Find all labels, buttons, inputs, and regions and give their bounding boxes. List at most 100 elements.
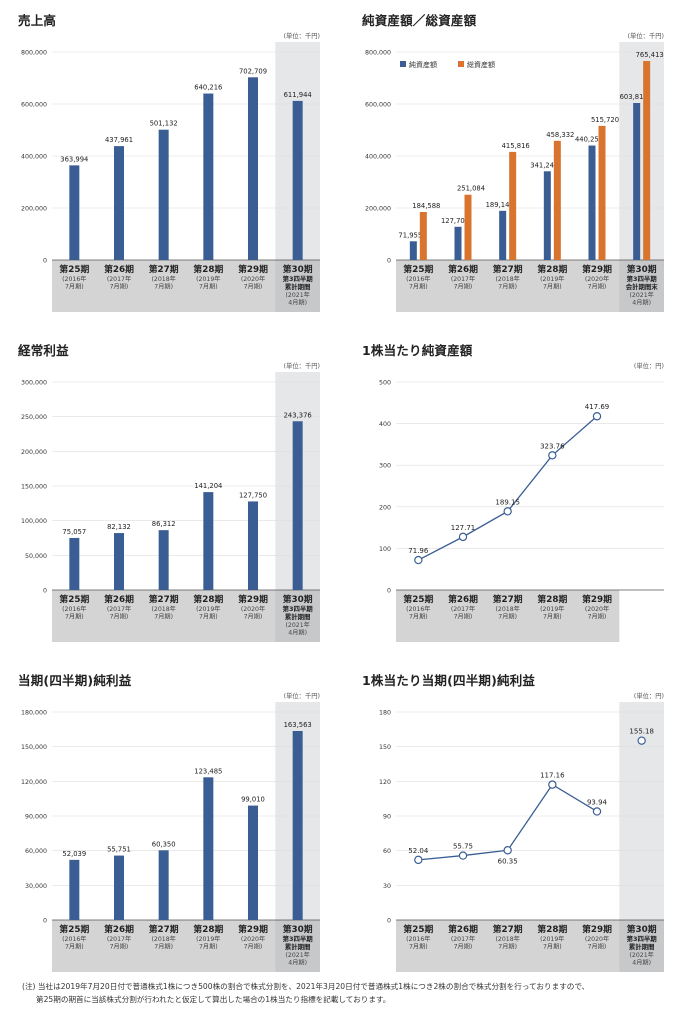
x-category-sublabel: 第3四半期	[283, 274, 314, 283]
x-category-sublabel: 7月期)	[199, 283, 218, 291]
y-tick-label: 0	[43, 918, 47, 925]
chart-panel-netincome: 当期(四半期)純利益 0 30,000 60,000 90,000 120,000 150…	[0, 660, 344, 990]
x-category-label: 第30期	[283, 923, 313, 935]
y-tick-label: 0	[387, 258, 391, 265]
x-category-sublabel: (2019年	[196, 605, 220, 613]
x-category-sublabel: 7月期)	[199, 613, 218, 621]
data-label: 93.94	[587, 798, 608, 806]
data-label: 189,149	[486, 201, 514, 209]
y-tick-label: 400,000	[21, 154, 47, 161]
x-category-sublabel: 7月期)	[454, 613, 473, 621]
data-label: 251,084	[457, 185, 485, 193]
footnote-line: (注) 当社は2019年7月20日付で普通株式1株につき500株の割合で株式分割…	[22, 982, 590, 991]
y-tick-label: 200,000	[21, 449, 47, 456]
x-category-label: 第26期	[104, 923, 134, 935]
data-label: 603,816	[620, 93, 648, 101]
x-category-sublabel: (2019年	[540, 275, 564, 283]
x-category-label: 第30期	[627, 263, 657, 275]
x-category-sublabel: 7月期)	[543, 283, 562, 291]
chart-panel-assets: 純資産額／総資産額 0 200,000 400,000 600,000 800,000 (…	[344, 0, 688, 330]
bar	[69, 537, 80, 590]
data-point	[503, 507, 512, 516]
x-category-sublabel: 7月期)	[110, 283, 129, 291]
x-category-sublabel: 7月期)	[454, 943, 473, 951]
data-label: 243,376	[284, 411, 312, 419]
data-label: 127,750	[239, 491, 267, 499]
bar	[553, 140, 561, 260]
y-tick-label: 600,000	[21, 102, 47, 109]
x-category-sublabel: (2020年	[585, 935, 609, 943]
data-point	[414, 855, 423, 865]
x-category-sublabel: 第3四半期	[283, 934, 314, 943]
sales-chart: 0 200,000 400,000 600,000 800,000 (単位：千円) 第25期…	[21, 31, 320, 312]
x-category-sublabel: 会計期間末	[626, 282, 659, 291]
y-tick-label: 90,000	[25, 814, 47, 821]
x-category-sublabel: 7月期)	[65, 613, 84, 621]
x-category-sublabel: 4月期)	[288, 959, 307, 967]
data-label: 127,706	[441, 217, 469, 225]
bar	[598, 125, 606, 260]
data-label: 341,242	[530, 161, 558, 169]
x-category-label: 第25期	[403, 263, 433, 275]
y-tick-label: 120,000	[21, 779, 47, 786]
category-band-latest	[275, 260, 320, 312]
category-band	[396, 920, 664, 972]
x-category-sublabel: 7月期)	[498, 943, 517, 951]
x-category-label: 第30期	[627, 923, 657, 935]
x-category-sublabel: 累計期間	[629, 942, 655, 951]
y-tick-label: 180,000	[21, 710, 47, 717]
y-tick-label: 400,000	[365, 154, 391, 161]
x-category-sublabel: (2018年	[151, 275, 175, 283]
data-label: 141,204	[194, 482, 222, 490]
unit-label: (単位：千円)	[284, 691, 320, 700]
y-tick-label: 150,000	[21, 744, 47, 751]
unit-label: (単位：千円)	[284, 361, 320, 370]
x-category-sublabel: 7月期)	[588, 613, 607, 621]
x-category-sublabel: 第3四半期	[627, 934, 658, 943]
x-category-sublabel: (2018年	[151, 605, 175, 613]
data-label: 55,751	[107, 846, 131, 854]
x-category-sublabel: (2016年	[406, 935, 430, 943]
x-category-sublabel: 7月期)	[199, 943, 218, 951]
y-tick-label: 150	[379, 744, 391, 751]
x-category-label: 第26期	[104, 263, 134, 275]
x-category-label: 第26期	[104, 593, 134, 605]
x-category-label: 第26期	[448, 923, 478, 935]
data-point	[414, 555, 423, 565]
x-category-sublabel: (2019年	[540, 935, 564, 943]
legend-label: 総資産額	[467, 60, 495, 69]
footnote-line: 第25期の期首に当該株式分割が行われたと仮定して算出した場合の1株当たり指標を記…	[36, 995, 391, 1004]
data-label: 163,563	[284, 721, 312, 729]
data-label: 501,132	[150, 120, 178, 128]
data-label: 440,252	[575, 136, 603, 144]
bar	[158, 530, 169, 590]
data-label: 363,994	[60, 155, 88, 163]
data-label: 71,955	[398, 231, 422, 239]
x-category-sublabel: (2018年	[495, 605, 519, 613]
bar	[203, 492, 214, 590]
data-point	[458, 532, 468, 542]
x-category-sublabel: 7月期)	[454, 283, 473, 291]
x-category-sublabel: 7月期)	[543, 613, 562, 621]
y-tick-label: 60	[383, 848, 391, 855]
x-category-sublabel: (2020年	[585, 275, 609, 283]
bar	[499, 210, 507, 260]
data-label: 71.96	[408, 547, 429, 555]
bar	[292, 100, 303, 260]
unit-label: (単位：千円)	[628, 31, 664, 40]
bar	[454, 226, 462, 260]
x-category-sublabel: 7月期)	[409, 943, 428, 951]
x-category-label: 第27期	[493, 593, 523, 605]
x-category-sublabel: 第3四半期	[283, 604, 314, 613]
y-tick-label: 250,000	[21, 414, 47, 421]
bar	[643, 60, 651, 261]
bps-chart: 0100200300400500(単位：円)第25期(2016年7月期)第26期…	[379, 361, 664, 642]
data-point	[592, 412, 602, 421]
x-category-sublabel: 4月期)	[632, 299, 651, 307]
x-category-sublabel: 4月期)	[632, 959, 651, 967]
x-category-sublabel: (2021年	[285, 951, 309, 959]
data-point	[548, 451, 557, 460]
ordinary-profit-chart: 0 50,000 100,000 150,000 200,000 250,000 300,0…	[21, 361, 320, 642]
bar	[114, 533, 124, 590]
bar	[114, 855, 124, 920]
